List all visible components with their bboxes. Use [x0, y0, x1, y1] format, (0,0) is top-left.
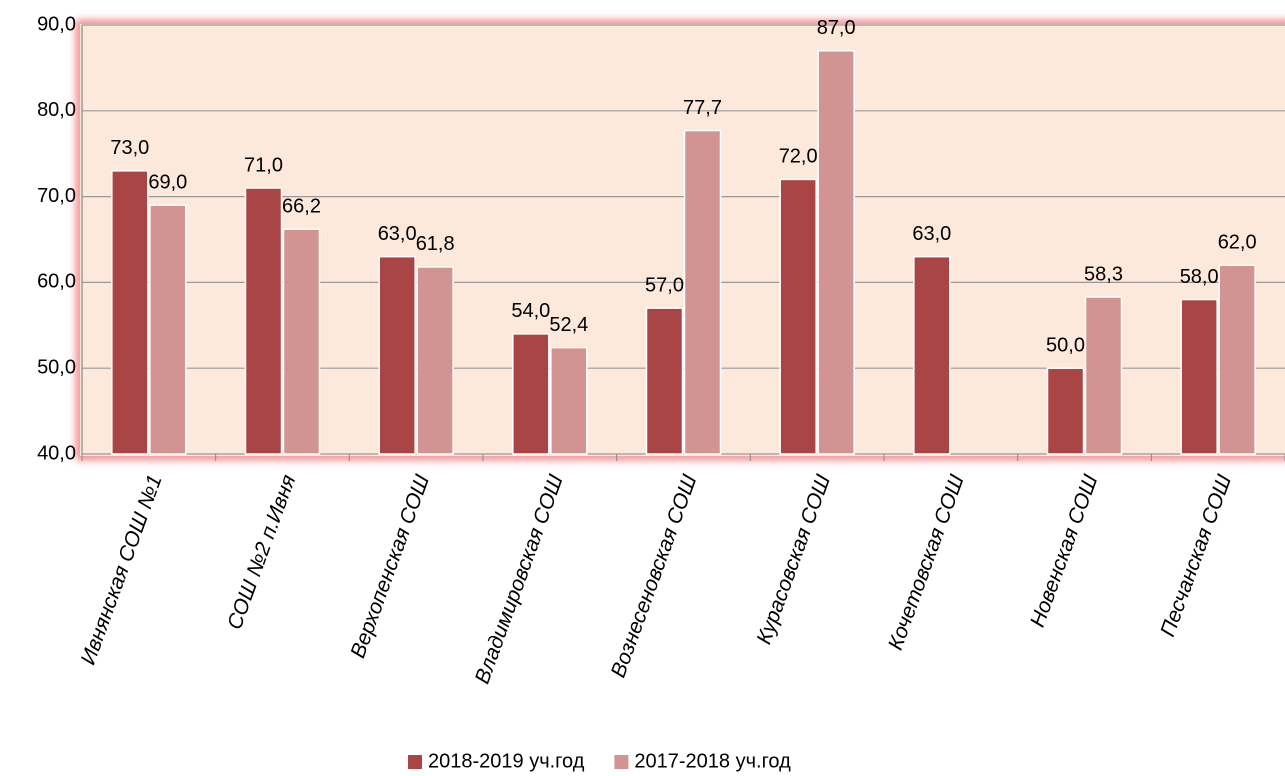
bar [645, 307, 684, 455]
data-label: 63,0 [912, 223, 951, 245]
bar [817, 49, 855, 455]
x-tick-label: Курасовская СОШ [752, 471, 835, 647]
bar [779, 178, 817, 455]
x-tick-label: СОШ №2 п.Ивня [223, 472, 300, 633]
bar [1180, 298, 1218, 455]
bar [913, 255, 951, 455]
data-label: 72,0 [779, 146, 818, 168]
bar [512, 333, 550, 455]
bar [683, 129, 722, 455]
bar [378, 255, 416, 455]
x-tick-label: Ивнянская СОШ №1 [77, 472, 167, 668]
data-label: 58,3 [1084, 263, 1123, 285]
bar [416, 266, 454, 455]
legend-label: 2018-2019 уч.год [428, 750, 585, 772]
data-label: 52,4 [549, 314, 588, 336]
y-tick-label: 70,0 [37, 185, 76, 207]
x-tick-label: Владимировская СОШ [471, 471, 568, 687]
y-tick-label: 80,0 [37, 99, 76, 121]
data-label: 57,0 [645, 274, 684, 296]
bar [550, 346, 588, 455]
data-label: 62,0 [1218, 232, 1257, 254]
x-tick-label: Кочетовская СОШ [884, 471, 969, 653]
data-label: 73,0 [110, 137, 149, 159]
bar [1084, 296, 1123, 455]
legend-label: 2017-2018 уч.год [634, 750, 791, 772]
data-label: 61,8 [416, 233, 455, 255]
x-tick-label: Вознесеновская СОШ [607, 471, 702, 680]
data-label: 63,0 [378, 223, 417, 245]
x-tick-label: Новенская СОШ [1026, 471, 1103, 630]
data-label: 66,2 [282, 195, 321, 217]
data-label: 54,0 [511, 300, 550, 322]
y-tick-label: 90,0 [37, 13, 76, 35]
legend-swatch [614, 755, 629, 769]
x-tick-label: Верхопенская СОШ [346, 471, 434, 661]
data-label: 69,0 [148, 171, 187, 193]
data-label: 71,0 [244, 154, 283, 176]
bar [149, 204, 187, 455]
bar [111, 170, 149, 455]
bar [1046, 367, 1085, 455]
data-label: 77,7 [683, 97, 722, 119]
y-tick-label: 60,0 [37, 271, 76, 293]
bar [244, 187, 283, 455]
x-tick-label: Песчанская СОШ [1156, 471, 1236, 640]
y-tick-label: 40,0 [37, 442, 76, 464]
data-label: 50,0 [1046, 334, 1085, 356]
bar [1218, 264, 1256, 455]
legend-swatch [408, 755, 422, 769]
y-tick-label: 50,0 [37, 356, 76, 378]
data-label: 58,0 [1180, 266, 1219, 288]
data-label: 87,0 [817, 17, 856, 39]
bar [282, 228, 321, 455]
